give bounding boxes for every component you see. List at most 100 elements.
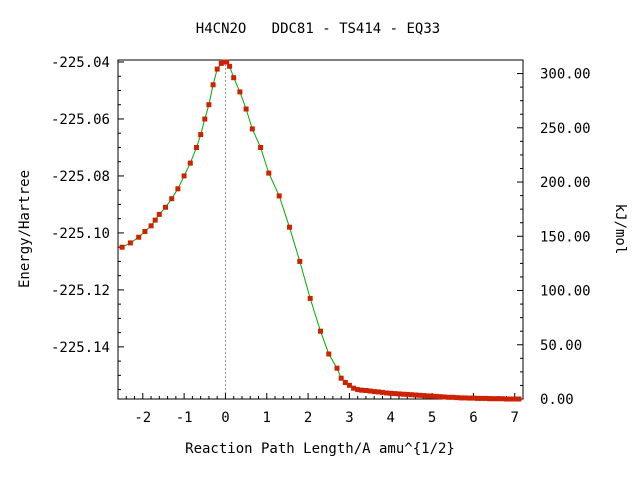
data-point <box>276 193 282 199</box>
data-point <box>466 395 472 401</box>
data-point <box>287 224 292 230</box>
data-point <box>152 217 158 223</box>
data-point <box>508 396 514 402</box>
data-point <box>169 196 175 202</box>
data-point <box>175 186 181 192</box>
data-point <box>475 395 480 401</box>
data-point <box>351 385 357 391</box>
x-tick-label: 5 <box>428 410 436 426</box>
y2-tick-label: 100.00 <box>540 284 591 300</box>
data-point <box>446 394 452 400</box>
data-point <box>516 396 522 402</box>
data-point <box>210 82 216 88</box>
x-tick-label: 4 <box>387 410 395 426</box>
data-point <box>454 395 460 401</box>
y2-axis-label: kJ/mol <box>612 204 628 255</box>
data-point <box>499 396 505 402</box>
y2-tick-label: 0.00 <box>540 392 574 408</box>
data-point <box>429 393 435 399</box>
series-line <box>121 61 519 400</box>
y-tick-label: -225.10 <box>51 226 110 242</box>
data-point <box>417 392 423 398</box>
data-point <box>442 394 447 400</box>
x-tick-label: 6 <box>469 410 477 426</box>
data-point <box>206 102 212 108</box>
x-axis-label: Reaction Path Length/A amu^{1/2} <box>185 441 455 457</box>
y-tick-label: -225.14 <box>51 340 110 356</box>
data-point <box>408 392 414 398</box>
data-point <box>363 388 369 393</box>
data-point <box>266 170 272 176</box>
data-point <box>163 204 168 210</box>
data-point <box>495 396 501 402</box>
y-tick-label: -225.06 <box>51 112 110 128</box>
y-tick-label: -225.08 <box>51 169 110 185</box>
data-point <box>297 258 303 264</box>
data-point <box>404 391 410 397</box>
data-point <box>375 389 381 395</box>
data-point <box>227 63 233 69</box>
data-point <box>218 60 224 66</box>
data-point <box>491 396 497 402</box>
data-point <box>396 391 402 397</box>
data-point <box>338 375 344 381</box>
plot-area: -2 -1 0 1 2 3 4 5 6 7 -225.04 -225.06 -225.08 -225.10… <box>51 55 591 426</box>
data-point <box>258 145 264 150</box>
y2-tick-label: 50.00 <box>540 338 582 354</box>
data-point <box>198 132 204 138</box>
data-point <box>479 395 485 401</box>
data-point <box>224 59 230 65</box>
x-tick-label: 0 <box>221 410 229 426</box>
data-point <box>243 106 249 112</box>
data-point <box>458 395 464 401</box>
data-point <box>307 295 313 301</box>
data-point <box>504 396 509 402</box>
data-point <box>194 145 199 150</box>
data-point <box>425 393 431 399</box>
data-point <box>249 126 255 132</box>
data-point <box>237 89 243 95</box>
data-point <box>380 389 385 395</box>
data-point <box>367 388 373 394</box>
data-point <box>450 394 456 400</box>
data-point <box>136 234 142 240</box>
data-point <box>346 382 352 388</box>
data-point <box>326 351 332 357</box>
y-tick-label: -225.04 <box>51 55 110 71</box>
data-point <box>421 393 427 399</box>
data-point <box>413 392 419 398</box>
y-tick-label: -225.12 <box>51 283 110 299</box>
x-tick-label: 1 <box>263 410 271 426</box>
data-point <box>181 173 187 179</box>
data-point <box>400 391 406 397</box>
data-point <box>142 229 148 234</box>
plot-frame <box>117 59 524 400</box>
data-point <box>487 396 493 402</box>
y-axis-label: Energy/Hartree <box>17 170 33 288</box>
data-point <box>156 211 162 217</box>
chart-title: H4CN2O DDC81 - TS414 - EQ33 <box>196 21 440 37</box>
x-tick-label: 2 <box>304 410 312 426</box>
data-point <box>462 395 468 401</box>
data-point <box>388 390 394 396</box>
data-point <box>127 240 133 246</box>
data-point <box>202 116 208 122</box>
x-tick-label: 3 <box>345 410 353 426</box>
data-point <box>318 328 323 334</box>
x-tick-label: -2 <box>134 410 151 426</box>
data-point <box>384 390 390 396</box>
y2-tick-label: 300.00 <box>540 67 591 83</box>
x-tick-label: 7 <box>511 410 519 426</box>
data-point <box>371 389 377 395</box>
data-point <box>512 396 518 402</box>
data-point <box>355 387 361 393</box>
data-point <box>437 394 443 400</box>
data-point <box>359 387 365 393</box>
data-point <box>119 244 125 250</box>
x-tick-label: -1 <box>176 410 193 426</box>
data-point <box>148 223 154 229</box>
data-point <box>470 395 476 401</box>
data-point <box>433 393 439 399</box>
data-point <box>334 365 340 371</box>
